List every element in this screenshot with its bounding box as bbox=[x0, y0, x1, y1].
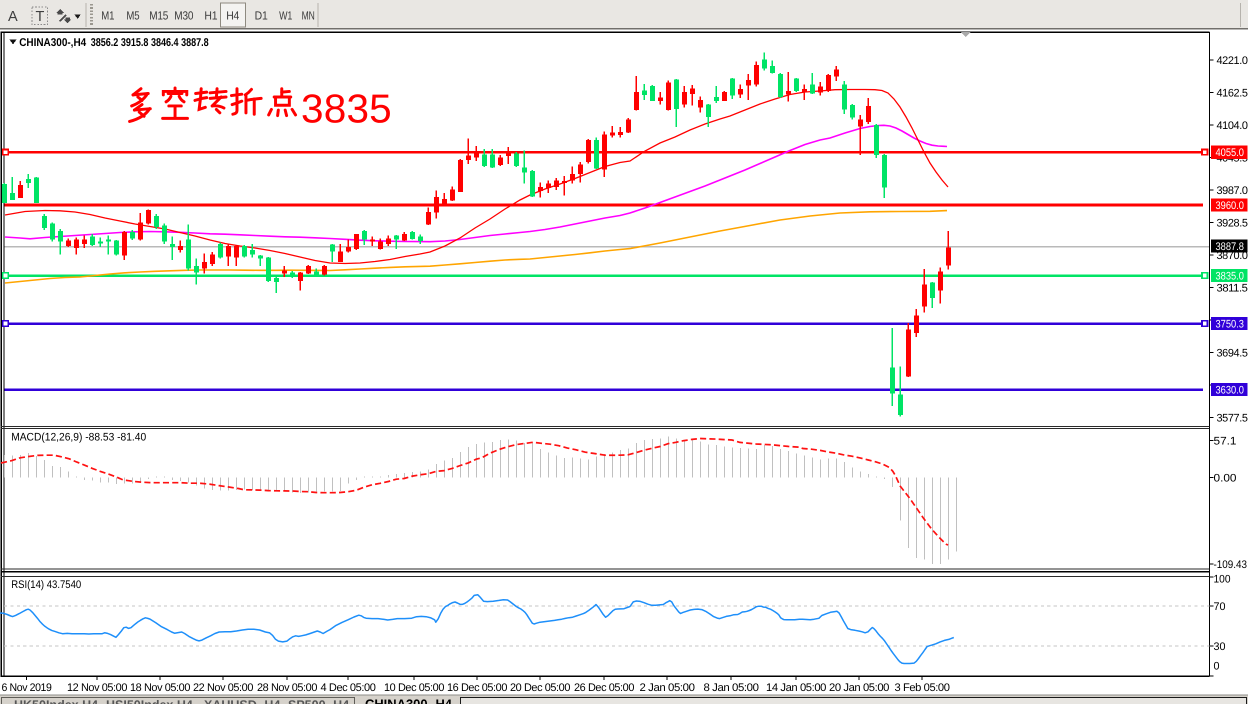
svg-text:22 Nov 05:00: 22 Nov 05:00 bbox=[193, 682, 253, 694]
svg-text:28 Nov 05:00: 28 Nov 05:00 bbox=[257, 682, 317, 694]
svg-text:18 Nov 05:00: 18 Nov 05:00 bbox=[130, 682, 190, 694]
svg-text:XAUUSD-,H4: XAUUSD-,H4 bbox=[204, 698, 280, 704]
svg-text:D1: D1 bbox=[255, 9, 268, 23]
svg-text:4221.0: 4221.0 bbox=[1217, 55, 1248, 67]
svg-text:-109.43: -109.43 bbox=[1214, 559, 1248, 571]
svg-text:MACD(12,26,9) -88.53 -81.40: MACD(12,26,9) -88.53 -81.40 bbox=[11, 432, 146, 444]
svg-text:14 Jan 05:00: 14 Jan 05:00 bbox=[766, 682, 826, 694]
svg-text:M30: M30 bbox=[174, 9, 194, 23]
svg-text:3694.5: 3694.5 bbox=[1217, 347, 1248, 359]
svg-text:A: A bbox=[8, 9, 18, 25]
svg-text:4 Dec 05:00: 4 Dec 05:00 bbox=[321, 682, 376, 694]
svg-text:M1: M1 bbox=[101, 9, 114, 23]
svg-text:4055.0: 4055.0 bbox=[1216, 147, 1245, 159]
svg-text:16 Dec 05:00: 16 Dec 05:00 bbox=[447, 682, 507, 694]
svg-text:CHINA300-,H4: CHINA300-,H4 bbox=[365, 697, 453, 704]
svg-text:3811.5: 3811.5 bbox=[1217, 282, 1248, 294]
svg-text:30: 30 bbox=[1214, 641, 1226, 653]
svg-text:3987.0: 3987.0 bbox=[1217, 185, 1248, 197]
svg-text:3835.0: 3835.0 bbox=[1216, 271, 1245, 283]
svg-text:8 Jan 05:00: 8 Jan 05:00 bbox=[704, 682, 759, 694]
svg-text:3960.0: 3960.0 bbox=[1216, 200, 1245, 212]
svg-text:W1: W1 bbox=[279, 9, 292, 23]
svg-text:12 Nov 05:00: 12 Nov 05:00 bbox=[67, 682, 127, 694]
svg-text:100: 100 bbox=[1214, 574, 1231, 586]
svg-text:H4: H4 bbox=[226, 9, 240, 23]
svg-text:HK50Index,H4: HK50Index,H4 bbox=[14, 698, 98, 704]
svg-text:HSI50Index,H4: HSI50Index,H4 bbox=[106, 698, 193, 704]
svg-text:3577.5: 3577.5 bbox=[1217, 412, 1248, 424]
svg-text:M5: M5 bbox=[126, 9, 140, 23]
svg-text:57.1: 57.1 bbox=[1214, 436, 1237, 448]
svg-text:20 Jan 05:00: 20 Jan 05:00 bbox=[829, 682, 889, 694]
svg-text:3928.5: 3928.5 bbox=[1217, 217, 1248, 229]
svg-text:RSI(14) 43.7540: RSI(14) 43.7540 bbox=[11, 579, 81, 591]
svg-text:10 Dec 05:00: 10 Dec 05:00 bbox=[384, 682, 444, 694]
svg-text:T: T bbox=[36, 9, 45, 25]
svg-text:3835: 3835 bbox=[301, 86, 392, 132]
svg-text:4104.0: 4104.0 bbox=[1217, 120, 1248, 132]
svg-text:26 Dec 05:00: 26 Dec 05:00 bbox=[574, 682, 634, 694]
svg-text:3630.0: 3630.0 bbox=[1216, 385, 1245, 397]
svg-text:6 Nov 2019: 6 Nov 2019 bbox=[2, 682, 52, 694]
svg-text:20 Dec 05:00: 20 Dec 05:00 bbox=[510, 682, 570, 694]
svg-text:0.00: 0.00 bbox=[1214, 472, 1237, 484]
svg-text:4162.5: 4162.5 bbox=[1217, 87, 1248, 99]
svg-text:3750.3: 3750.3 bbox=[1216, 319, 1245, 331]
svg-text:SP500-,H4: SP500-,H4 bbox=[288, 698, 349, 704]
svg-text:CHINA300-,H4: CHINA300-,H4 bbox=[19, 37, 87, 49]
svg-text:MN: MN bbox=[302, 9, 315, 23]
svg-text:70: 70 bbox=[1214, 601, 1226, 613]
svg-text:3856.2 3915.8 3846.4 3887.8: 3856.2 3915.8 3846.4 3887.8 bbox=[91, 37, 209, 49]
svg-text:M15: M15 bbox=[149, 9, 169, 23]
svg-text:2 Jan 05:00: 2 Jan 05:00 bbox=[640, 682, 695, 694]
svg-text:H1: H1 bbox=[204, 9, 217, 23]
svg-text:3870.0: 3870.0 bbox=[1217, 250, 1248, 262]
svg-text:0: 0 bbox=[1214, 661, 1220, 673]
svg-text:3 Feb 05:00: 3 Feb 05:00 bbox=[895, 682, 950, 694]
svg-text:3887.8: 3887.8 bbox=[1216, 241, 1245, 253]
